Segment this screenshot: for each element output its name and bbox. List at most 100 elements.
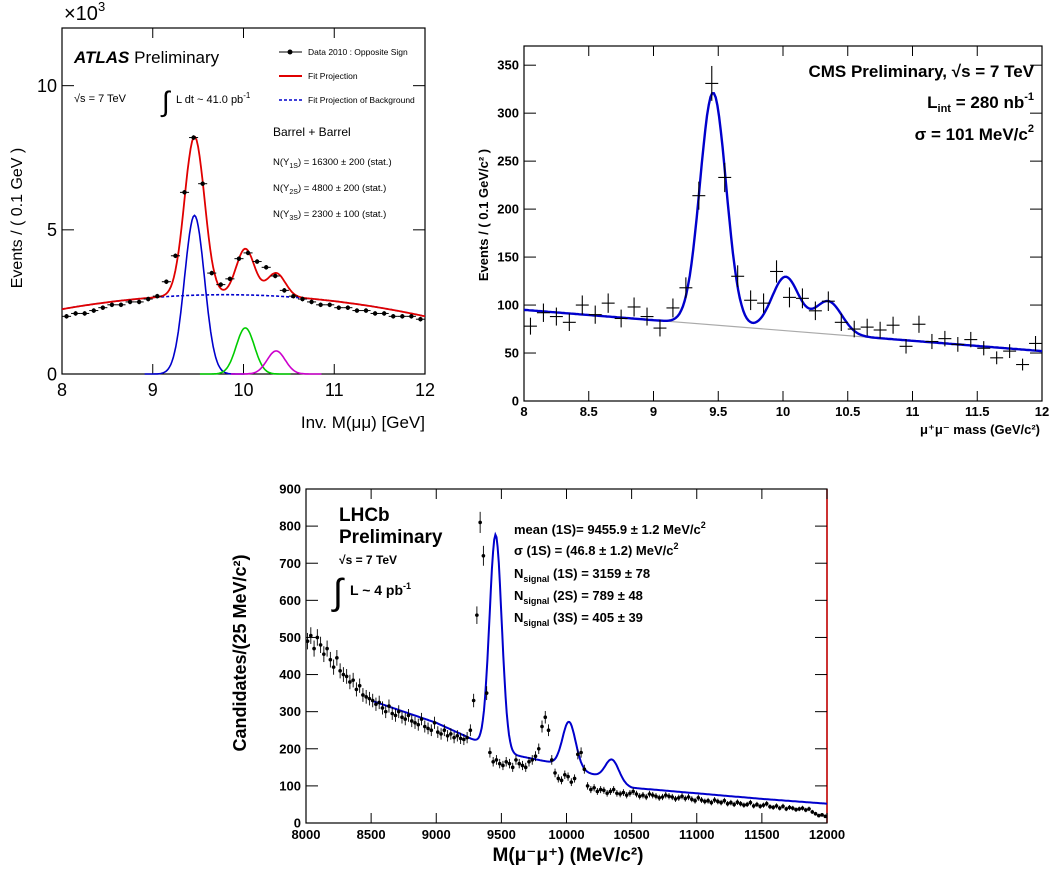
lhcb-data-point <box>758 804 762 809</box>
lhcb-data-point <box>549 758 554 762</box>
cms-y-tick-label: 100 <box>497 298 519 313</box>
lhcb-data-point <box>712 798 717 802</box>
lhcb-data-point <box>367 696 372 701</box>
lhcb-data-point <box>800 806 805 810</box>
atlas-data-point <box>354 308 360 313</box>
lhcb-data-point <box>406 713 411 718</box>
lhcb-x-ticks: 8000 8500 9000 9500 10000 10500 11000 11500 1200… <box>292 489 845 842</box>
lhcb-data-point <box>589 787 593 792</box>
atlas-fit-curves <box>61 135 426 375</box>
lhcb-data-point <box>725 801 730 806</box>
lhcb-data-point <box>738 801 743 806</box>
atlas-x-tick-label: 12 <box>415 380 435 400</box>
atlas-data-points <box>62 135 425 322</box>
atlas-selection: Barrel + Barrel <box>273 125 351 139</box>
atlas-yield-1s: N(Υ1S) = 16300 ± 200 (stat.) <box>273 157 392 170</box>
lhcb-data-point <box>602 788 606 793</box>
atlas-data-point <box>64 314 69 319</box>
cms-y-tick-label: 50 <box>505 346 519 361</box>
atlas-data-point <box>363 308 369 313</box>
lhcb-data-point <box>338 669 342 673</box>
lhcb-data-point <box>383 709 388 714</box>
lhcb-y-tick-label: 800 <box>279 519 301 534</box>
lhcb-data-point <box>628 791 632 796</box>
lhcb-data-point <box>650 793 655 797</box>
lhcb-panel: Candidates/(25 MeV/c²) M(μ⁻μ⁺) (MeV/c²) … <box>230 482 845 866</box>
lhcb-data-point <box>331 665 336 669</box>
cms-x-tick-label: 11 <box>906 404 920 419</box>
lhcb-data-point <box>484 691 489 695</box>
lhcb-data-point <box>582 767 587 771</box>
lhcb-data-point <box>387 704 391 708</box>
lhcb-data-point <box>790 806 795 810</box>
lhcb-data-point <box>621 790 626 795</box>
lhcb-y-axis-label: Candidates/(25 MeV/c²) <box>230 554 250 751</box>
lhcb-data-point <box>719 800 723 805</box>
atlas-data-point <box>227 276 233 282</box>
lhcb-data-point <box>699 798 704 802</box>
atlas-peak-3s <box>230 350 322 375</box>
lhcb-data-point <box>322 652 326 656</box>
lhcb-x-tick-label: 8000 <box>292 827 321 842</box>
lhcb-data-point <box>592 785 596 790</box>
lhcb-data-point <box>605 791 609 796</box>
lhcb-x-tick-label: 8500 <box>357 827 386 842</box>
cms-x-tick-label: 12 <box>1035 404 1049 419</box>
cms-x-tick-label: 9.5 <box>709 404 727 419</box>
atlas-data-point <box>91 308 96 313</box>
lhcb-data-point <box>357 683 362 688</box>
lhcb-data-point <box>510 765 515 770</box>
lhcb-data-point <box>559 778 564 783</box>
lhcb-data-point <box>566 774 570 779</box>
lhcb-y-tick-label: 0 <box>294 816 301 831</box>
lhcb-data-point <box>514 758 518 762</box>
lhcb-data-point <box>777 806 782 810</box>
lhcb-data-point <box>481 554 486 558</box>
lhcb-data-point <box>634 792 639 796</box>
lhcb-data-point <box>624 793 629 797</box>
atlas-data-point <box>191 135 196 140</box>
lhcb-data-point <box>442 728 447 733</box>
lhcb-integral-icon: ∫ <box>331 571 345 612</box>
atlas-data-point <box>318 302 323 307</box>
atlas-integral-icon: ∫ <box>160 86 172 118</box>
atlas-data-point <box>400 314 405 319</box>
lhcb-data-point <box>344 674 349 679</box>
lhcb-y-tick-label: 400 <box>279 667 301 682</box>
cms-panel: Events / ( 0.1 GeV/c² ) μ⁺μ⁻ mass (GeV/c… <box>476 45 1049 437</box>
lhcb-data-point <box>803 808 808 812</box>
lhcb-data-point <box>774 804 779 808</box>
atlas-peak-2s <box>199 327 291 375</box>
lhcb-data-point <box>768 804 772 809</box>
atlas-data-point <box>218 282 224 287</box>
atlas-frame <box>61 27 426 375</box>
atlas-y-tick-label: 10 <box>37 76 57 96</box>
lhcb-data-point <box>608 789 613 794</box>
atlas-data-point <box>372 311 378 316</box>
atlas-data-point <box>73 311 78 316</box>
lhcb-data-point <box>351 678 355 682</box>
atlas-data-point <box>245 250 251 256</box>
cms-y-tick-label: 0 <box>512 394 519 409</box>
lhcb-data-point <box>370 698 375 703</box>
lhcb-data-point <box>585 784 590 788</box>
cms-y-tick-label: 150 <box>497 250 519 265</box>
lhcb-data-point <box>667 794 671 799</box>
lhcb-data-point <box>445 733 450 738</box>
atlas-fit-curve <box>61 135 426 318</box>
lhcb-data-point <box>488 750 492 755</box>
lhcb-data-point <box>686 795 691 799</box>
lhcb-fit-n1s: Nsignal (1S) = 3159 ± 78 <box>514 566 650 584</box>
lhcb-data-point <box>507 761 512 766</box>
atlas-data-point <box>282 288 287 293</box>
lhcb-data-point <box>729 800 733 805</box>
atlas-panel: ×103 Events / ( 0.1 GeV ) Inv. M(μμ) [Ge… <box>9 0 435 432</box>
lhcb-data-point <box>429 728 434 733</box>
lhcb-y-tick-label: 600 <box>279 593 301 608</box>
atlas-data-point <box>182 190 187 195</box>
lhcb-data-point <box>517 761 522 766</box>
cms-x-tick-label: 9 <box>650 404 657 419</box>
atlas-data-point <box>391 314 396 319</box>
atlas-sqrt-s: √s = 7 TeV <box>74 93 127 105</box>
